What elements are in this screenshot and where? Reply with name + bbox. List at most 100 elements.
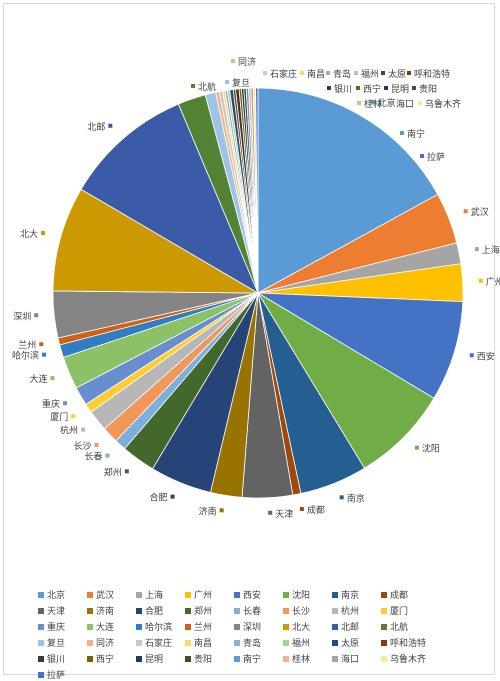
pie-slice — [257, 292, 464, 399]
legend-label: 沈阳 — [292, 591, 311, 601]
legend-label: 桂林 — [292, 655, 311, 665]
data-label-text: 乌鲁木齐 — [425, 98, 461, 110]
data-label-text: 武汉 — [471, 206, 489, 218]
data-label-marker — [39, 342, 44, 347]
data-label: 兰州 — [18, 339, 44, 351]
data-label-marker — [414, 445, 419, 450]
legend-swatch — [38, 591, 44, 598]
legend-item: 武汉 — [87, 588, 136, 601]
data-label: 桂林 — [357, 98, 382, 110]
legend-swatch — [234, 591, 240, 598]
data-label: 长春 — [84, 451, 110, 463]
legend-item: 沈阳 — [283, 588, 332, 601]
data-label-marker — [412, 86, 416, 90]
legend-item: 广州 — [185, 588, 234, 601]
legend-item: 贵阳 — [185, 652, 234, 665]
data-label-marker — [354, 71, 358, 75]
data-label-text: 长沙 — [73, 440, 91, 452]
legend-item: 哈尔滨 — [136, 620, 185, 633]
data-label-text: 银川 — [334, 83, 352, 95]
legend-item: 北邮 — [332, 620, 381, 633]
data-label: 合肥 — [150, 492, 175, 504]
data-label-text: 同济 — [238, 56, 256, 68]
legend-swatch — [332, 591, 338, 598]
legend-swatch — [283, 607, 289, 614]
legend-item: 天津 — [38, 604, 87, 617]
legend-item: 上海 — [136, 588, 185, 601]
legend-swatch — [87, 639, 93, 646]
data-label-marker — [41, 231, 46, 236]
data-label: 武汉 — [463, 206, 489, 218]
data-label-marker — [170, 494, 175, 499]
data-label-text: 郑州 — [104, 466, 122, 478]
data-label-marker — [357, 101, 361, 105]
pie-slice — [80, 103, 259, 294]
pie-slice — [52, 188, 260, 294]
legend-swatch — [136, 623, 142, 630]
legend-item: 西宁 — [87, 652, 136, 665]
data-label-marker — [42, 352, 47, 357]
data-label-marker — [71, 414, 76, 419]
data-label-marker — [356, 86, 360, 90]
legend-label: 西安 — [243, 591, 262, 601]
legend-label: 南宁 — [243, 655, 262, 665]
data-label-text: 杭州 — [60, 425, 78, 437]
data-label-marker — [219, 508, 224, 513]
data-label-marker — [268, 510, 273, 515]
data-label-marker — [124, 469, 129, 474]
data-label: 北邮 — [87, 121, 113, 133]
legend-label: 北邮 — [341, 623, 360, 633]
legend-label: 复旦 — [47, 639, 66, 649]
data-label: 重庆 — [42, 398, 68, 410]
legend-swatch — [38, 639, 44, 646]
data-label-text: 西安 — [477, 350, 495, 362]
data-label-marker — [108, 123, 113, 128]
legend-label: 厦门 — [390, 607, 409, 617]
data-label-text: 济南 — [199, 505, 217, 517]
legend-item: 杭州 — [332, 604, 381, 617]
legend-item: 北大 — [283, 620, 332, 633]
data-label: 复旦 — [225, 77, 250, 89]
legend-swatch — [283, 623, 289, 630]
legend-item: 石家庄 — [136, 636, 185, 649]
legend-swatch — [38, 671, 44, 678]
legend-label: 乌鲁木齐 — [390, 655, 427, 665]
data-label-text: 海口 — [396, 98, 414, 110]
data-label: 沈阳 — [414, 443, 440, 455]
legend-label: 大连 — [96, 623, 115, 633]
legend-item: 兰州 — [185, 620, 234, 633]
data-label-marker — [191, 84, 195, 88]
legend-swatch — [136, 655, 142, 662]
legend-item: 复旦 — [38, 636, 87, 649]
legend-label: 长沙 — [292, 607, 311, 617]
legend-item: 同济 — [87, 636, 136, 649]
legend-swatch — [234, 655, 240, 662]
data-label: 大连 — [29, 373, 55, 385]
data-label-text: 南宁 — [407, 128, 425, 140]
data-label-marker — [420, 154, 424, 158]
legend-item: 乌鲁木齐 — [381, 652, 430, 665]
legend-swatch — [185, 591, 191, 598]
legend-swatch — [87, 623, 93, 630]
legend-swatch — [185, 655, 191, 662]
data-label-marker — [225, 80, 229, 84]
legend-swatch — [332, 639, 338, 646]
data-label-marker — [50, 376, 55, 381]
legend-swatch — [234, 623, 240, 630]
pie-slices — [52, 87, 464, 499]
legend-swatch — [38, 655, 44, 662]
legend-swatch — [283, 591, 289, 598]
legend-swatch — [87, 591, 93, 598]
legend-item: 济南 — [87, 604, 136, 617]
data-label-text: 北邮 — [87, 121, 105, 133]
data-label: 厦门 — [50, 411, 76, 423]
data-label: 天津 — [268, 509, 293, 520]
legend-label: 海口 — [341, 655, 360, 665]
data-label-text: 深圳 — [13, 311, 31, 322]
legend-item: 郑州 — [185, 604, 234, 617]
data-label: 长沙 — [73, 440, 99, 452]
legend-item: 太原 — [332, 636, 381, 649]
legend-item: 大连 — [87, 620, 136, 633]
data-label: 北京 — [370, 97, 396, 109]
